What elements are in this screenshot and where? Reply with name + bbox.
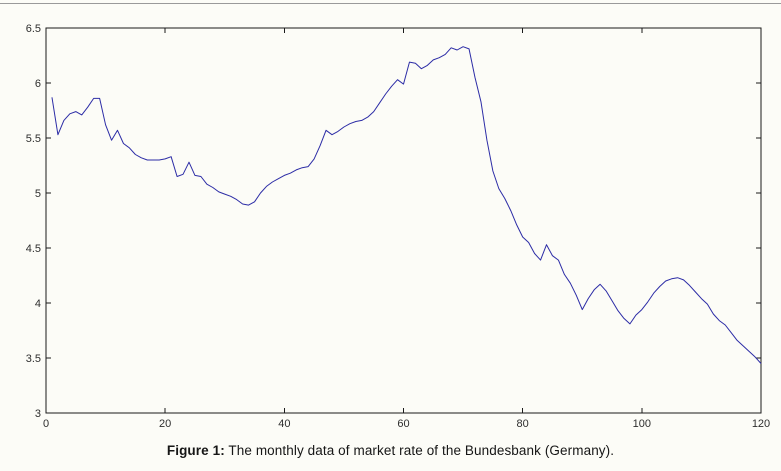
y-axis-tick-label: 3.5 (26, 353, 41, 365)
x-axis-tick-label: 40 (278, 418, 290, 430)
figure-caption-label: Figure 1: (166, 443, 225, 458)
x-axis-tick-label: 60 (397, 418, 409, 430)
plot-box (45, 27, 762, 414)
chart-canvas: 0 20 40 60 80 100 120 3 3.5 4 4.5 5 5.5 6 6.5 (26, 23, 770, 430)
y-axis-tick-label: 6.5 (26, 23, 41, 35)
y-axis-tick-label: 4.5 (26, 243, 41, 255)
y-axis-tick-label: 5 (35, 188, 41, 200)
y-axis-tick-label: 5.5 (26, 133, 41, 145)
x-axis-tick-label: 20 (159, 418, 171, 430)
y-axis-tick-label: 3 (35, 408, 41, 420)
line-chart: 0 20 40 60 80 100 120 3 3.5 4 4.5 5 5.5 6 6.5 (26, 23, 770, 430)
x-axis-tick-label: 80 (517, 418, 529, 430)
y-axis-tick-label: 4 (35, 298, 41, 310)
figure-caption: Figure 1: The monthly data of market rat… (0, 443, 781, 458)
rate-line-series (51, 46, 762, 364)
x-axis-tick-label: 100 (633, 418, 651, 430)
top-border-rule (0, 3, 781, 4)
y-axis-tick-label: 6 (35, 78, 41, 90)
figure-caption-text: The monthly data of market rate of the B… (228, 443, 615, 458)
x-axis-tick-label: 120 (752, 418, 770, 430)
x-axis-tick-label: 0 (43, 418, 49, 430)
